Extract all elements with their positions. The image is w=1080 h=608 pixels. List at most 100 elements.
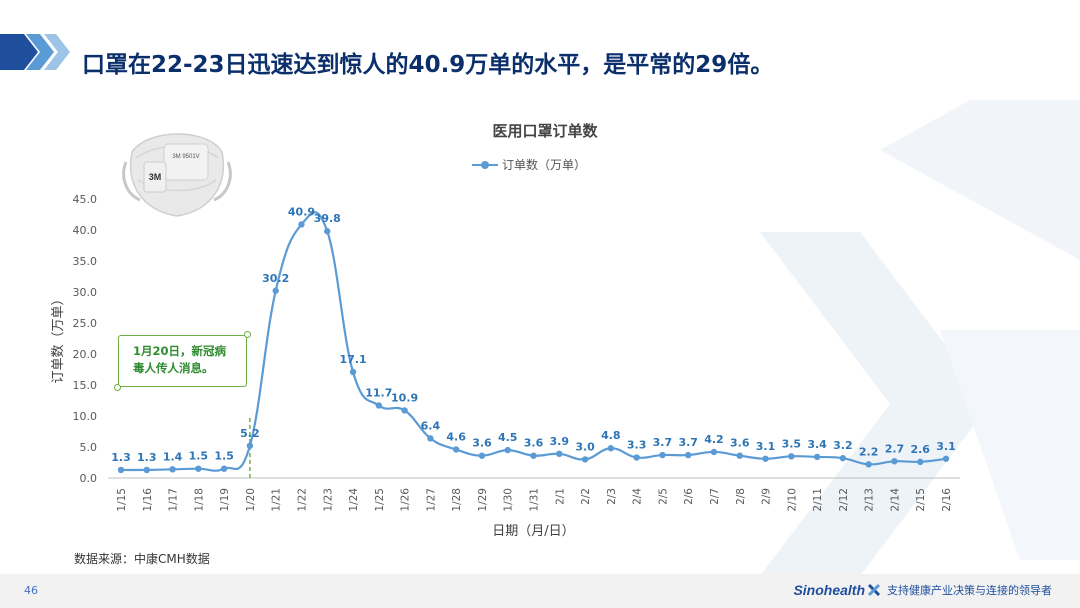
x-tick-label: 2/16	[941, 488, 953, 512]
data-point	[349, 368, 357, 376]
data-label: 3.6	[730, 437, 750, 450]
y-tick-label: 45.0	[73, 193, 98, 206]
data-label: 2.7	[885, 442, 905, 455]
data-point	[117, 466, 125, 474]
callout-handle-icon	[114, 384, 121, 391]
data-label: 3.6	[524, 437, 544, 450]
data-point	[865, 461, 872, 468]
data-label: 1.3	[137, 451, 157, 464]
x-tick-label: 2/9	[761, 488, 773, 505]
data-point	[607, 445, 615, 452]
header-chevron-icon	[0, 34, 70, 70]
data-label: 17.1	[339, 353, 366, 366]
data-point	[220, 465, 228, 472]
x-tick-label: 2/7	[709, 488, 721, 505]
data-label: 6.4	[421, 419, 441, 432]
x-tick-label: 1/16	[142, 488, 154, 512]
data-label: 3.9	[550, 435, 570, 448]
series-line	[120, 211, 947, 472]
x-tick-label: 2/10	[786, 488, 798, 512]
brand-slogan: 支持健康产业决策与连接的领导者	[887, 584, 1052, 597]
data-point	[272, 287, 279, 294]
data-label: 3.0	[575, 440, 595, 453]
legend-label: 订单数（万单）	[502, 158, 587, 172]
x-tick-label: 1/30	[503, 488, 515, 512]
data-label: 3.7	[653, 436, 673, 449]
x-tick-label: 2/14	[889, 488, 901, 512]
mask-label: 3M 9501V	[172, 154, 199, 160]
data-label: 2.2	[859, 445, 879, 458]
data-point	[762, 455, 769, 462]
x-tick-label: 1/31	[529, 488, 541, 512]
x-axis-label: 日期（月/日）	[492, 524, 574, 539]
brand-name: Sinohealth	[793, 582, 865, 598]
data-point	[788, 453, 795, 460]
x-tick-label: 1/15	[116, 488, 128, 512]
data-label: 3.1	[936, 440, 956, 453]
data-point	[143, 466, 150, 474]
x-tick-label: 2/4	[632, 488, 644, 505]
data-point	[633, 454, 640, 461]
data-label: 4.2	[704, 433, 724, 446]
data-label: 40.9	[288, 205, 315, 218]
x-tick-label: 2/6	[683, 488, 695, 505]
callout-line-1: 1月20日，新冠病	[133, 344, 227, 358]
data-point	[504, 446, 511, 454]
data-label: 3.7	[678, 436, 698, 449]
mask-logo: 3M	[149, 172, 162, 182]
y-tick-label: 5.0	[80, 441, 98, 454]
data-point	[427, 435, 434, 442]
x-tick-label: 1/24	[348, 488, 360, 512]
x-tick-label: 1/19	[219, 488, 231, 512]
data-point	[401, 407, 408, 414]
brand-logo: Sinohealth 支持健康产业决策与连接的领导者	[793, 582, 1052, 598]
chart-title: 医用口罩订单数	[492, 122, 598, 140]
data-label: 3.1	[756, 440, 776, 453]
data-label: 10.9	[391, 391, 418, 404]
x-tick-label: 1/18	[193, 488, 205, 512]
data-point	[530, 452, 537, 459]
y-tick-label: 40.0	[73, 224, 98, 237]
chart-legend: 订单数（万单）	[472, 156, 586, 173]
x-tick-label: 1/21	[271, 488, 283, 512]
data-point	[891, 458, 898, 465]
data-point	[813, 453, 821, 461]
data-point	[736, 452, 743, 459]
page-number: 46	[24, 584, 38, 597]
y-tick-label: 35.0	[73, 255, 98, 268]
legend-swatch	[472, 159, 498, 171]
data-label: 1.5	[214, 450, 234, 463]
data-point	[839, 454, 847, 462]
x-tick-label: 1/29	[477, 488, 489, 512]
data-point	[684, 451, 692, 459]
y-tick-label: 25.0	[73, 317, 98, 330]
data-label: 3.4	[807, 438, 827, 451]
x-tick-label: 2/11	[812, 488, 824, 512]
data-label: 30.2	[262, 272, 289, 285]
y-tick-label: 20.0	[73, 348, 98, 361]
x-tick-label: 2/8	[735, 488, 747, 505]
data-point	[324, 228, 331, 235]
source-note: 数据来源：中康CMH数据	[74, 552, 210, 566]
x-tick-label: 1/23	[322, 488, 334, 512]
data-label: 4.6	[446, 430, 466, 443]
data-point	[452, 446, 460, 453]
data-point	[917, 458, 924, 466]
y-tick-label: 30.0	[73, 286, 98, 299]
footer: 46 Sinohealth 支持健康产业决策与连接的领导者	[0, 574, 1080, 608]
data-point	[375, 402, 383, 409]
x-tick-label: 2/15	[915, 488, 927, 512]
x-tick-label: 1/27	[425, 488, 437, 512]
data-point	[169, 466, 176, 473]
x-tick-label: 1/22	[296, 488, 308, 512]
data-label: 39.8	[314, 212, 341, 225]
data-label: 4.5	[498, 431, 518, 444]
data-point	[659, 451, 666, 459]
data-point	[710, 448, 718, 456]
mask-illustration: 3M 3M 9501V	[122, 133, 232, 217]
x-tick-label: 1/20	[245, 488, 257, 512]
brand-x-icon	[867, 583, 881, 597]
data-label: 2.6	[910, 443, 930, 456]
